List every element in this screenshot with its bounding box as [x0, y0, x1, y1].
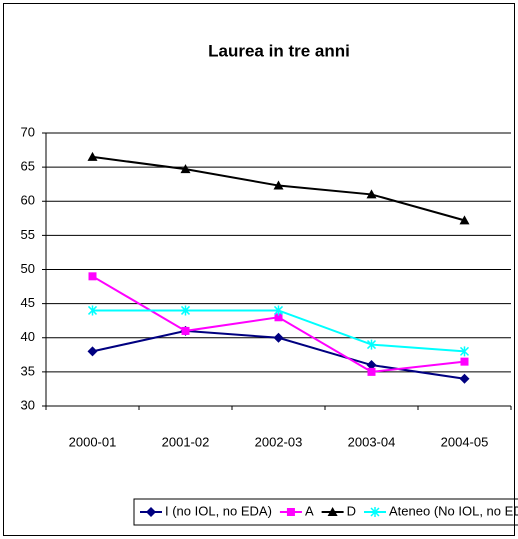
marker — [146, 507, 156, 517]
marker — [88, 272, 97, 281]
marker — [367, 367, 376, 376]
legend-label: A — [305, 503, 314, 518]
y-tick-label: 60 — [21, 193, 35, 208]
x-tick-label: 2002-03 — [255, 434, 303, 449]
chart-title: Laurea in tre anni — [208, 41, 350, 60]
marker — [370, 507, 380, 517]
y-tick-label: 45 — [21, 295, 35, 310]
marker — [459, 373, 470, 384]
y-tick-label: 40 — [21, 329, 35, 344]
marker — [459, 215, 470, 225]
marker — [87, 151, 98, 161]
marker — [286, 508, 295, 516]
marker — [366, 189, 377, 199]
marker — [180, 305, 191, 316]
marker — [366, 339, 377, 350]
marker — [327, 507, 338, 516]
marker — [366, 360, 377, 371]
marker — [87, 305, 98, 316]
y-tick-label: 35 — [21, 363, 35, 378]
x-tick-label: 2003-04 — [348, 434, 396, 449]
marker — [87, 346, 98, 357]
y-tick-label: 50 — [21, 261, 35, 276]
marker — [273, 180, 284, 190]
y-tick-label: 70 — [21, 124, 35, 139]
y-tick-label: 55 — [21, 227, 35, 242]
legend-label: I (no IOL, no EDA) — [165, 503, 272, 518]
marker — [181, 326, 190, 335]
marker — [459, 346, 470, 357]
legend-box — [133, 498, 518, 526]
marker — [460, 357, 469, 366]
marker — [273, 332, 284, 343]
y-tick-label: 30 — [21, 397, 35, 412]
x-tick-label: 2004-05 — [441, 434, 489, 449]
x-tick-label: 2000-01 — [69, 434, 117, 449]
legend-label: D — [347, 503, 356, 518]
marker — [180, 164, 191, 174]
marker — [274, 313, 283, 322]
legend: I (no IOL, no EDA) A D Ateneo (No IOL, no E… — [133, 498, 518, 526]
x-tick-label: 2001-02 — [162, 434, 210, 449]
legend-label: Ateneo (No IOL, no EDA) — [389, 503, 518, 518]
marker — [273, 305, 284, 316]
y-tick-label: 65 — [21, 159, 35, 174]
